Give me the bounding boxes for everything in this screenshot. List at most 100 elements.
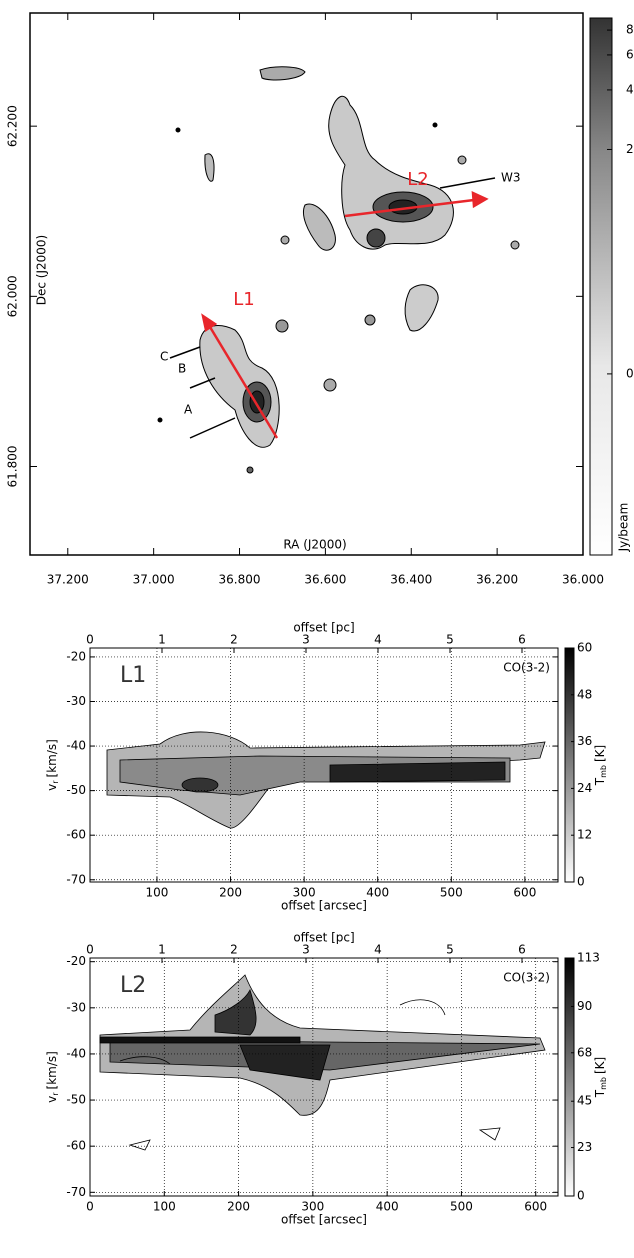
colorbar-label: Jy/beam: [617, 503, 631, 553]
x-tick-label: 300: [301, 1200, 324, 1214]
x2-tick-label: 3: [302, 633, 310, 647]
colorbar-label-rest: [K]: [593, 1057, 607, 1074]
y-tick-label: -70: [66, 1185, 86, 1199]
x2-tick-label: 0: [86, 633, 94, 647]
y-tick-label: -20: [66, 649, 86, 663]
colorbar-label: Tmb [K]: [593, 745, 608, 786]
x-tick-label: 36.800: [219, 573, 261, 587]
y-tick-label: -60: [66, 1139, 86, 1153]
y-tick-label: -40: [66, 1046, 86, 1060]
annotation-lines: [169, 177, 496, 439]
colorbar-tick-label: 36: [577, 734, 592, 748]
y-tick-label: -40: [66, 739, 86, 753]
y-axis-label: vr [km/s]: [45, 1051, 60, 1103]
colorbar: [564, 957, 575, 1197]
panel-label: L1: [120, 663, 146, 688]
y-axis-label-sub: r: [51, 780, 60, 784]
colorbar-label-sub: mb: [599, 765, 608, 778]
x-tick-label: 100: [146, 886, 169, 900]
x-tick-label: 200: [219, 886, 242, 900]
annotation: L1: [233, 289, 254, 310]
plot-frame: [89, 647, 559, 883]
x-tick-label: 36.000: [562, 573, 604, 587]
x-tick-label: 36.600: [304, 573, 346, 587]
colorbar: [589, 17, 613, 556]
y-axis-label-main: v: [45, 1096, 59, 1103]
x-axis-label: RA (J2000): [283, 538, 346, 552]
y-tick-label: -30: [66, 1000, 86, 1014]
y-tick-label: 62.200: [6, 105, 20, 147]
colorbar-tick-label: 0: [577, 1189, 585, 1203]
y-axis-label: vr [km/s]: [45, 739, 60, 791]
colorbar-tick-label: 90: [577, 999, 592, 1013]
x2-axis-label: offset [pc]: [293, 621, 354, 635]
x2-tick-label: 5: [446, 633, 454, 647]
x2-tick-label: 2: [230, 943, 238, 957]
x-tick-label: 36.200: [476, 573, 518, 587]
annotation: B: [178, 362, 186, 376]
colorbar-label: Tmb [K]: [593, 1057, 608, 1098]
x-tick-label: 600: [524, 1200, 547, 1214]
y-tick-label: -50: [66, 1093, 86, 1107]
colorbar-label-main: T: [593, 1089, 607, 1098]
y-tick-label: 62.000: [6, 275, 20, 317]
annotation: C: [160, 350, 168, 364]
y-tick-label: -20: [66, 954, 86, 968]
x-tick-label: 300: [293, 886, 316, 900]
pv-image-l1: [106, 731, 546, 829]
colorbar-tick-label: 12: [577, 828, 592, 842]
colorbar-tick-label: 68: [577, 1045, 592, 1059]
panel-label: L2: [120, 973, 146, 998]
colorbar: [564, 647, 575, 883]
colorbar-tick-label: 23: [577, 1140, 592, 1154]
x-tick-label: 600: [513, 886, 536, 900]
x2-tick-label: 2: [230, 633, 238, 647]
line-label: CO(3-2): [503, 971, 550, 985]
x-tick-label: 37.000: [133, 573, 175, 587]
x2-tick-label: 0: [86, 943, 94, 957]
pv-image-l2: [99, 974, 546, 1151]
colorbar-tick-label: 45: [577, 1094, 592, 1108]
x2-tick-label: 4: [374, 633, 382, 647]
x2-tick-label: 6: [518, 633, 526, 647]
y-axis-label-rest: [km/s]: [45, 739, 59, 777]
colorbar-label-sub: mb: [599, 1077, 608, 1090]
annotation: L2: [407, 169, 428, 190]
x-tick-label: 200: [227, 1200, 250, 1214]
x-tick-label: 400: [366, 886, 389, 900]
y-axis-label: Dec (J2000): [35, 235, 49, 305]
y-tick-label: -60: [66, 828, 86, 842]
colorbar-tick-label: 113: [577, 951, 600, 965]
colorbar-tick-label: 2: [626, 142, 634, 156]
line-label: CO(3-2): [503, 661, 550, 675]
x-tick-label: 0: [86, 1200, 94, 1214]
x2-tick-label: 4: [374, 943, 382, 957]
plot-frame: [29, 12, 584, 556]
x-tick-label: 500: [450, 1200, 473, 1214]
x2-tick-label: 6: [518, 943, 526, 957]
colorbar-tick-label: 0: [577, 875, 585, 889]
y-axis-label-main: v: [45, 784, 59, 791]
colorbar-label-rest: [K]: [593, 745, 607, 762]
colorbar-label-main: T: [593, 777, 607, 786]
y-tick-label: 61.800: [6, 446, 20, 488]
annotation: A: [184, 403, 193, 417]
annotation: W3: [501, 171, 521, 185]
colorbar-tick-label: 4: [626, 82, 634, 96]
y-tick-label: -70: [66, 872, 86, 886]
y-tick-label: -30: [66, 694, 86, 708]
map-arrows: [201, 190, 489, 439]
x-tick-label: 100: [153, 1200, 176, 1214]
x-tick-label: 400: [376, 1200, 399, 1214]
y-axis-label-rest: [km/s]: [45, 1051, 59, 1089]
x-tick-label: 37.200: [47, 573, 89, 587]
x-axis-label: offset [arcsec]: [281, 1213, 367, 1227]
colorbar-tick-label: 6: [626, 47, 634, 61]
x2-axis-label: offset [pc]: [293, 931, 354, 945]
x-tick-label: 36.400: [390, 573, 432, 587]
colorbar-tick-label: 8: [626, 23, 634, 37]
x2-tick-label: 5: [446, 943, 454, 957]
y-tick-label: -50: [66, 783, 86, 797]
x2-tick-label: 3: [302, 943, 310, 957]
